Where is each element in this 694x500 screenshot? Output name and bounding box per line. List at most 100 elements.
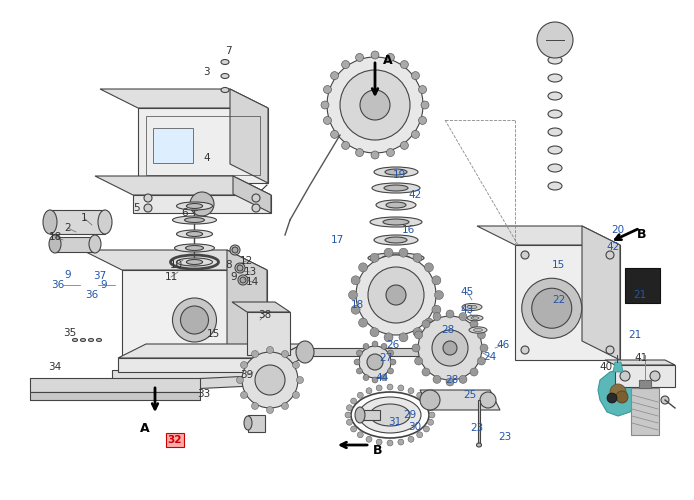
Circle shape <box>428 405 434 411</box>
Text: 22: 22 <box>552 295 566 305</box>
Circle shape <box>345 412 351 418</box>
Circle shape <box>606 346 614 354</box>
Ellipse shape <box>49 235 61 253</box>
Circle shape <box>470 320 478 328</box>
Ellipse shape <box>370 404 410 426</box>
Ellipse shape <box>462 304 482 310</box>
Circle shape <box>650 371 660 381</box>
Ellipse shape <box>176 258 212 266</box>
Circle shape <box>418 316 482 380</box>
Circle shape <box>408 436 414 442</box>
Circle shape <box>255 365 285 395</box>
Circle shape <box>330 72 339 80</box>
Ellipse shape <box>176 202 212 210</box>
Ellipse shape <box>187 232 203 236</box>
Ellipse shape <box>176 230 212 238</box>
Circle shape <box>190 192 214 216</box>
Circle shape <box>384 333 393 342</box>
Circle shape <box>398 385 404 391</box>
Text: 35: 35 <box>63 328 76 338</box>
Polygon shape <box>153 128 193 163</box>
Polygon shape <box>30 378 200 392</box>
Circle shape <box>446 310 454 318</box>
Circle shape <box>387 148 394 156</box>
Ellipse shape <box>296 341 314 363</box>
Ellipse shape <box>96 338 101 342</box>
Circle shape <box>425 263 434 272</box>
Text: 36: 36 <box>51 280 65 290</box>
Text: 32: 32 <box>168 435 183 445</box>
Circle shape <box>537 22 573 58</box>
Text: 1: 1 <box>81 213 87 223</box>
Ellipse shape <box>359 397 421 433</box>
Circle shape <box>376 439 382 445</box>
Text: 45: 45 <box>460 287 473 297</box>
Ellipse shape <box>461 341 479 363</box>
Polygon shape <box>30 392 200 400</box>
Circle shape <box>661 396 669 404</box>
Polygon shape <box>248 415 265 432</box>
Circle shape <box>423 426 430 432</box>
Text: 42: 42 <box>408 190 422 200</box>
Polygon shape <box>275 344 303 372</box>
Circle shape <box>346 405 353 411</box>
Text: B: B <box>637 228 647 241</box>
Circle shape <box>522 278 582 338</box>
Text: 36: 36 <box>85 290 99 300</box>
Text: 4: 4 <box>203 153 210 163</box>
Circle shape <box>480 392 496 408</box>
Circle shape <box>240 277 246 283</box>
Circle shape <box>459 312 467 320</box>
Circle shape <box>144 204 152 212</box>
Circle shape <box>266 406 273 414</box>
Ellipse shape <box>185 218 205 222</box>
Ellipse shape <box>221 60 229 64</box>
Circle shape <box>433 376 441 384</box>
Circle shape <box>235 263 245 273</box>
Ellipse shape <box>89 338 94 342</box>
Circle shape <box>400 60 408 68</box>
Ellipse shape <box>548 164 562 172</box>
Ellipse shape <box>469 327 487 333</box>
Polygon shape <box>227 250 267 370</box>
Circle shape <box>350 426 357 432</box>
Circle shape <box>418 86 427 94</box>
Circle shape <box>423 398 430 404</box>
Circle shape <box>370 254 379 262</box>
Polygon shape <box>598 368 640 416</box>
Text: 43: 43 <box>460 305 473 315</box>
Circle shape <box>357 392 363 398</box>
Ellipse shape <box>370 267 422 277</box>
Circle shape <box>296 376 303 384</box>
Circle shape <box>363 374 369 380</box>
Circle shape <box>387 54 394 62</box>
Circle shape <box>330 130 339 138</box>
Circle shape <box>363 344 369 349</box>
Circle shape <box>371 151 379 159</box>
Circle shape <box>356 255 436 335</box>
Circle shape <box>432 305 441 314</box>
Text: 2: 2 <box>65 223 71 233</box>
Ellipse shape <box>368 253 424 263</box>
Circle shape <box>446 378 454 386</box>
Ellipse shape <box>72 338 78 342</box>
Polygon shape <box>232 302 290 312</box>
Text: 17: 17 <box>330 235 344 245</box>
Circle shape <box>521 251 529 259</box>
Polygon shape <box>605 360 675 365</box>
Circle shape <box>607 393 617 403</box>
Text: 39: 39 <box>240 370 253 380</box>
Circle shape <box>252 204 260 212</box>
Text: 13: 13 <box>244 267 257 277</box>
Circle shape <box>359 318 368 327</box>
Circle shape <box>412 344 420 352</box>
Text: 25: 25 <box>464 390 477 400</box>
Text: 33: 33 <box>197 389 210 399</box>
Ellipse shape <box>370 217 422 227</box>
Ellipse shape <box>221 88 229 92</box>
Circle shape <box>470 368 478 376</box>
Circle shape <box>434 290 443 300</box>
Polygon shape <box>613 362 623 372</box>
Ellipse shape <box>548 92 562 100</box>
Ellipse shape <box>98 210 112 234</box>
